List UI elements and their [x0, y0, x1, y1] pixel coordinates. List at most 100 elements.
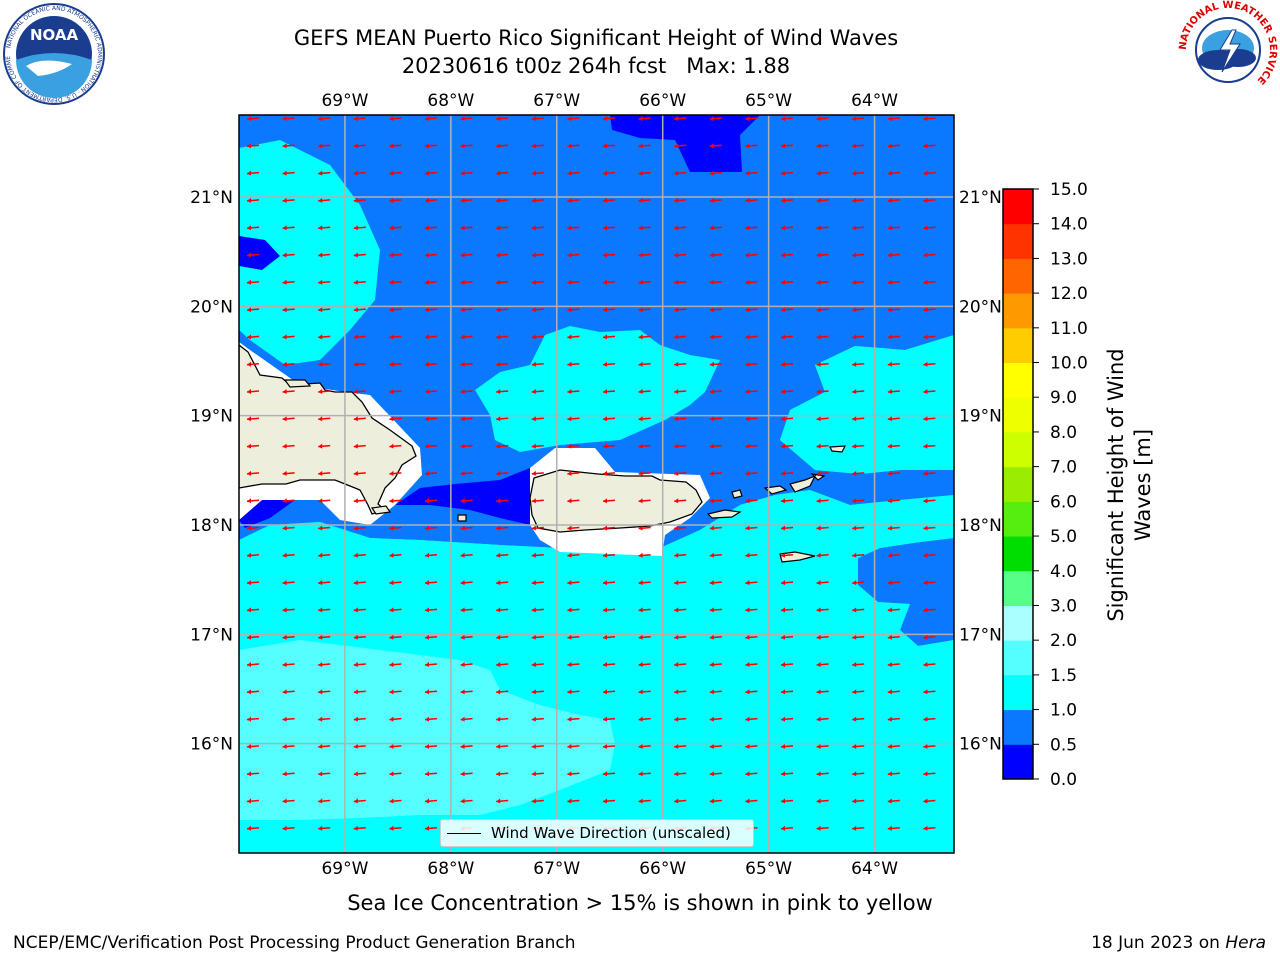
wave-arrow [780, 689, 794, 695]
wave-arrow [745, 307, 758, 313]
wave-arrow [496, 307, 509, 313]
wave-arrow [282, 389, 295, 394]
colorbar-frame [1002, 188, 1034, 780]
wave-arrow [282, 634, 295, 640]
wave-arrow [567, 197, 580, 203]
wave-arrow [389, 689, 402, 695]
wave-arrow [816, 443, 829, 449]
wave-arrow [638, 279, 651, 285]
wave-arrow [602, 334, 616, 340]
wave-arrow [567, 498, 580, 504]
wave-arrow [709, 470, 722, 476]
wave-arrow [674, 389, 687, 394]
wave-arrow [567, 580, 580, 586]
wave-arrow [745, 252, 758, 258]
colorbar-tick-label: 11.0 [1050, 319, 1088, 339]
wave-arrow [246, 716, 260, 722]
wave-arrow [496, 525, 509, 531]
lat-tick-label-right: 19°N [959, 407, 1002, 427]
wave-arrow [887, 116, 900, 121]
wave-arrow [852, 170, 865, 176]
wave-arrow [638, 662, 651, 667]
lon-tick-label-top: 68°W [427, 91, 474, 111]
wave-arrow [923, 116, 936, 121]
wave-arrow [745, 361, 758, 367]
wave-arrow [887, 279, 900, 285]
wave-arrow [460, 307, 473, 313]
wave-arrow [318, 798, 331, 804]
wave-arrow [852, 116, 865, 121]
wave-arrow [318, 607, 331, 613]
colorbar-swatch [1003, 362, 1033, 398]
wave-arrow [460, 525, 473, 531]
wave-arrow [246, 825, 260, 831]
lat-tick-label-right: 21°N [959, 188, 1002, 208]
wave-arrow [389, 170, 402, 176]
wave-arrow [496, 225, 509, 231]
wave-arrow [353, 279, 366, 285]
wave-arrow [460, 416, 473, 422]
wave-arrow [424, 662, 438, 667]
lon-tick-label-top: 66°W [639, 91, 686, 111]
wave-arrow [460, 689, 473, 695]
wave-arrow [460, 170, 473, 176]
wave-arrow [674, 443, 687, 449]
wave-arrow [353, 143, 366, 149]
wave-arrow [246, 170, 260, 176]
wave-arrow [246, 334, 260, 340]
wave-arrow [638, 225, 651, 231]
wave-arrow [923, 416, 936, 422]
wave-arrow [246, 361, 260, 367]
wave-arrow [602, 498, 616, 504]
wave-arrow [460, 279, 473, 285]
land-anegada [829, 445, 847, 453]
wave-arrow [282, 607, 295, 613]
wave-arrow [246, 607, 260, 613]
colorbar-tick-label: 14.0 [1050, 215, 1088, 235]
wave-arrow [424, 498, 438, 504]
wave-arrow [745, 225, 758, 231]
wave-arrow [638, 607, 651, 613]
wave-arrow [531, 279, 544, 285]
wave-arrow [531, 662, 544, 667]
wave-arrow [602, 389, 616, 394]
wave-arrow [780, 662, 794, 667]
wave-arrow [745, 143, 758, 149]
wave-arrow [638, 743, 651, 749]
wave-arrow [709, 662, 722, 667]
map-title: GEFS MEAN Puerto Rico Significant Height… [293, 26, 899, 50]
lat-tick-label-right: 17°N [959, 625, 1002, 645]
wave-arrow [852, 771, 865, 777]
contour-0-0.5-north [610, 115, 760, 172]
wave-arrow [745, 580, 758, 586]
wave-arrow [353, 252, 366, 258]
axis-tick-labels: 69°W 69°W 68°W 68°W 67°W 67°W 66°W 66°W 65°W 65°W… [190, 91, 1002, 879]
lon-tick-label-bottom: 65°W [745, 859, 792, 879]
wave-arrow [389, 252, 402, 258]
wave-arrow [816, 689, 829, 695]
wave-arrow [780, 416, 794, 422]
footer-date-text: 18 Jun 2023 on [1091, 933, 1226, 953]
wave-arrow [638, 580, 651, 586]
wave-arrow [638, 525, 651, 531]
wave-arrow [318, 771, 331, 777]
wave-arrow [353, 116, 366, 121]
wave-arrow [567, 525, 580, 531]
wave-arrow [246, 689, 260, 695]
wave-arrow [780, 798, 794, 804]
wave-arrow [496, 634, 509, 640]
wave-arrow [923, 252, 936, 258]
wave-arrow [780, 279, 794, 285]
wave-arrow [923, 498, 936, 504]
wave-arrow [318, 307, 331, 313]
colorbar-title: Significant Height of Wind Waves [m] [1104, 348, 1155, 622]
wave-arrow [852, 498, 865, 504]
wave-arrow [282, 307, 295, 313]
contour-0.5-1-east [858, 538, 954, 646]
wave-arrow [246, 662, 260, 667]
wave-arrow [745, 389, 758, 394]
wave-arrow [424, 607, 438, 613]
wave-arrow [389, 443, 402, 449]
colorbar-tick-label: 8.0 [1050, 423, 1077, 443]
wave-arrow [745, 716, 758, 722]
